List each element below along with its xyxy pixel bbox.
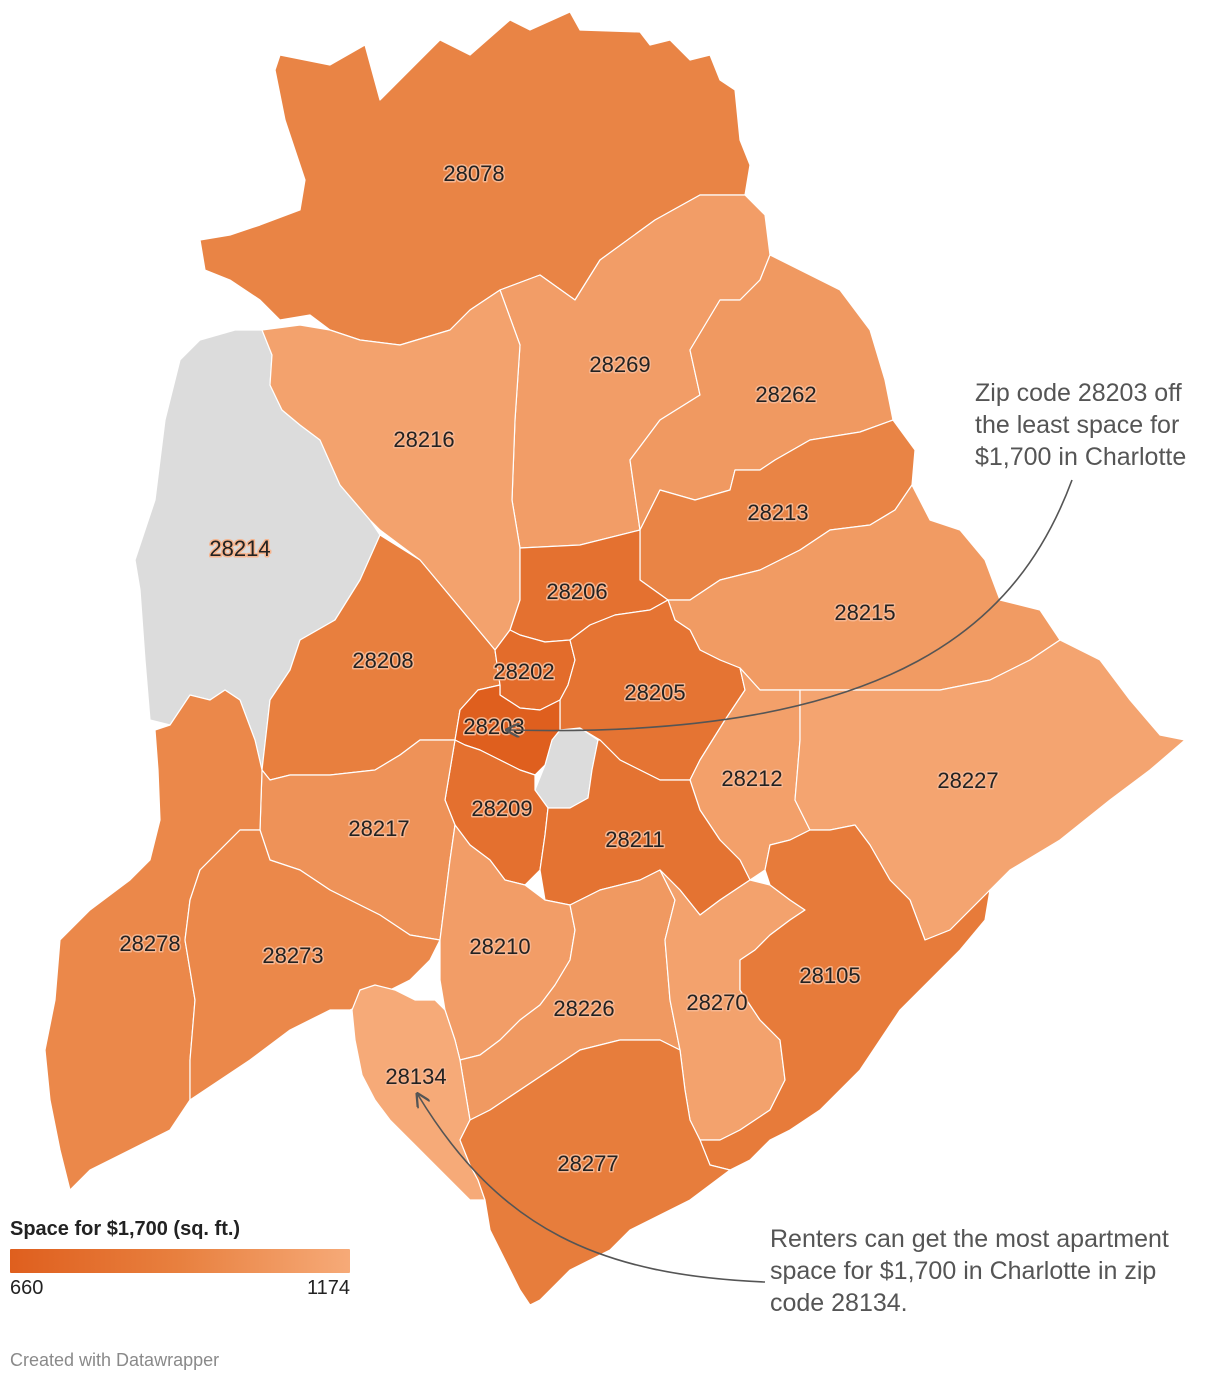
zip-label-28278: 28278 (119, 931, 180, 956)
zip-label-28277: 28277 (557, 1151, 618, 1176)
zip-region-28105[interactable] (699, 824, 991, 1171)
color-legend: Space for $1,700 (sq. ft.) 660 1174 (10, 1218, 355, 1303)
annotation-arrow-28134 (418, 1095, 766, 1283)
zip-label-28216: 28216 (393, 427, 454, 452)
zip-label-28273: 28273 (262, 943, 323, 968)
legend-labels: 660 1174 (10, 1277, 350, 1303)
zip-region-28277[interactable] (459, 1039, 731, 1306)
zip-label-28213: 28213 (747, 500, 808, 525)
zip-label-28269: 28269 (589, 352, 650, 377)
zip-label-28078: 28078 (443, 161, 504, 186)
zip-label-28202: 28202 (493, 659, 554, 684)
zip-label-28270: 28270 (686, 990, 747, 1015)
zip-label-28206: 28206 (546, 579, 607, 604)
zip-label-28214: 28214 (209, 536, 270, 561)
zip-label-28212: 28212 (721, 766, 782, 791)
zip-label-28208: 28208 (352, 648, 413, 673)
annotation-least-space: Zip code 28203 off the least space for $… (975, 379, 1187, 471)
legend-gradient-bar (10, 1249, 350, 1273)
zip-label-28209: 28209 (471, 796, 532, 821)
zip-label-28203: 28203 (463, 714, 524, 739)
legend-max-label: 1174 (306, 1277, 350, 1299)
annotation-arrow-28203 (508, 479, 1073, 731)
zip-region-28273[interactable] (184, 829, 441, 1101)
zip-label-28205: 28205 (624, 680, 685, 705)
legend-title: Space for $1,700 (sq. ft.) (10, 1218, 241, 1240)
zip-label-28210: 28210 (469, 934, 530, 959)
zip-label-28105: 28105 (799, 963, 860, 988)
zip-label-28227: 28227 (937, 768, 998, 793)
zip-label-28215: 28215 (834, 600, 895, 625)
annotation-most-space: Renters can get the most apartment space… (770, 1225, 1169, 1317)
zip-label-28211: 28211 (605, 827, 665, 852)
zip-label-28134: 28134 (385, 1064, 446, 1089)
zip-label-28262: 28262 (755, 382, 816, 407)
zip-label-28217: 28217 (348, 816, 409, 841)
zip-label-28226: 28226 (553, 996, 614, 1021)
datawrapper-credit: Created with Datawrapper (10, 1350, 220, 1370)
legend-min-label: 660 (10, 1277, 44, 1299)
